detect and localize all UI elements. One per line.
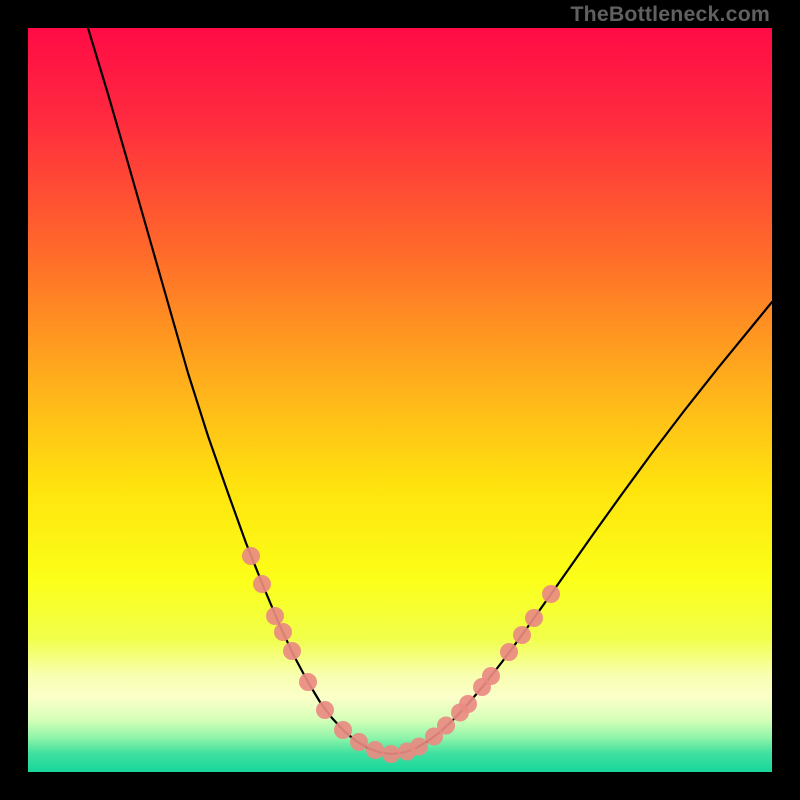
data-marker (525, 609, 543, 627)
data-marker (382, 745, 400, 763)
bottleneck-curve (88, 28, 772, 754)
data-marker (274, 623, 292, 641)
data-marker (437, 717, 455, 735)
data-marker (316, 701, 334, 719)
stage: TheBottleneck.com (0, 0, 800, 800)
data-marker (482, 667, 500, 685)
data-marker (283, 642, 301, 660)
data-marker (350, 733, 368, 751)
data-marker (410, 738, 428, 756)
chart-svg (28, 28, 772, 772)
data-marker (242, 547, 260, 565)
data-marker (299, 673, 317, 691)
data-marker (253, 575, 271, 593)
data-marker (459, 695, 477, 713)
data-marker (334, 721, 352, 739)
data-marker (542, 585, 560, 603)
plot-area (28, 28, 772, 772)
marker-group (242, 547, 560, 763)
watermark-text: TheBottleneck.com (570, 2, 770, 27)
data-marker (266, 607, 284, 625)
data-marker (366, 741, 384, 759)
data-marker (500, 643, 518, 661)
data-marker (513, 626, 531, 644)
